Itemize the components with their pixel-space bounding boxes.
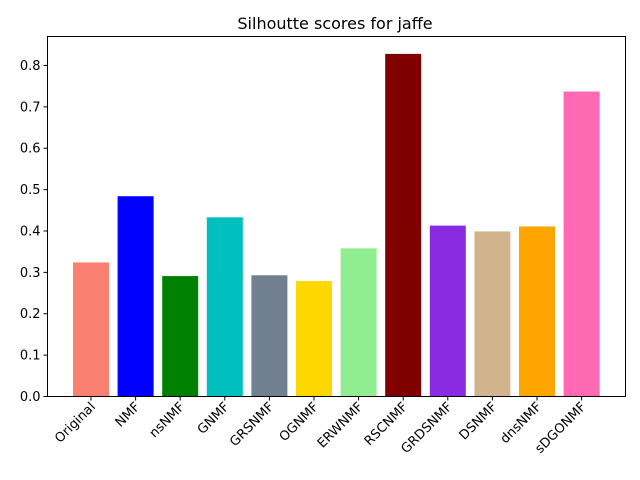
bar-original — [73, 262, 109, 397]
x-tick-label: NMF — [113, 400, 144, 431]
chart-title: Silhoutte scores for jaffe — [237, 14, 432, 33]
x-tick-label: Original — [52, 400, 99, 447]
bar-rscnmf — [385, 53, 422, 397]
x-tick-label: OGNMF — [277, 400, 322, 445]
x-tick-label: GNMF — [195, 400, 233, 438]
bars-group — [73, 53, 600, 397]
y-tick-label: 0.8 — [20, 59, 41, 74]
y-axis: 0.0 0.1 0.2 0.3 0.4 0.5 0.6 0.7 0.8 — [20, 59, 48, 405]
x-tick-label: ERWNMF — [315, 400, 367, 452]
y-tick-label: 0.6 — [20, 142, 41, 157]
bar-grsnmf — [251, 275, 288, 397]
x-tick-label: GRSNMF — [227, 400, 277, 450]
y-tick-label: 0.0 — [20, 390, 41, 405]
bar-erwnmf — [340, 248, 377, 397]
y-tick-label: 0.4 — [20, 224, 41, 239]
y-tick-label: 0.3 — [20, 266, 41, 281]
plot-frame — [47, 36, 626, 397]
y-tick-label: 0.2 — [20, 307, 41, 322]
bar-sdgonmf — [563, 91, 600, 397]
x-tick-label: DSNMF — [457, 400, 501, 444]
bar-grdsnmf — [429, 225, 466, 397]
y-tick-label: 0.5 — [20, 183, 41, 198]
bar-gnmf — [206, 217, 243, 397]
y-tick-label: 0.1 — [20, 349, 41, 364]
x-tick-label: nsNMF — [147, 400, 188, 441]
y-tick-label: 0.7 — [20, 100, 41, 115]
bar-nmf — [117, 196, 154, 397]
bar-dsnmf — [474, 231, 511, 397]
bar-dnsnmf — [519, 226, 555, 397]
bar-ognmf — [296, 281, 332, 397]
bar-nsnmf — [162, 276, 199, 397]
